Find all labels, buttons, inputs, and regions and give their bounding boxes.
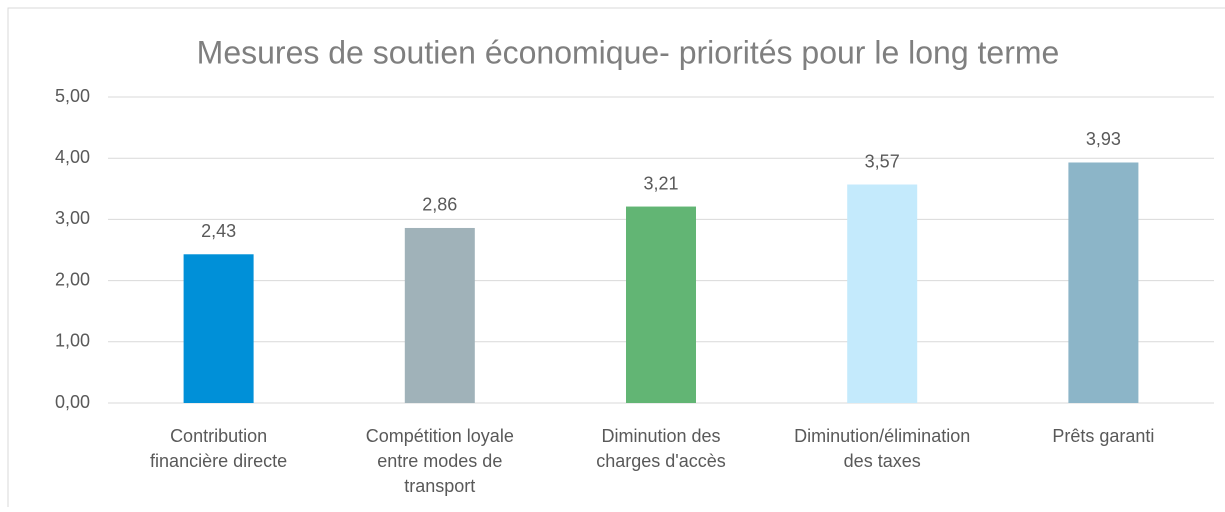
x-tick-label: Diminution des charges d'accès (596, 426, 726, 471)
x-tick-label: Contribution financière directe (150, 426, 287, 471)
bar (626, 206, 696, 403)
value-label: 2,43 (201, 221, 236, 241)
y-tick-label: 5,00 (55, 86, 90, 106)
bar (1068, 162, 1139, 403)
x-tick-label: Prêts garanti (1052, 426, 1154, 446)
y-tick-label: 2,00 (55, 269, 90, 289)
y-tick-label: 3,00 (55, 208, 90, 228)
chart-title: Mesures de soutien économique- priorités… (197, 34, 1060, 70)
value-label: 3,21 (643, 173, 678, 193)
x-tick-label: Compétition loyale entre modes de transpor… (366, 426, 514, 496)
value-label: 2,86 (422, 195, 457, 215)
y-tick-label: 4,00 (55, 147, 90, 167)
bar (847, 184, 918, 403)
value-label: 3,93 (1086, 129, 1121, 149)
value-label: 3,57 (865, 151, 900, 171)
bar (404, 227, 475, 403)
y-tick-label: 0,00 (55, 392, 90, 412)
bar (183, 254, 254, 403)
y-tick-label: 1,00 (55, 331, 90, 351)
x-tick-label: Diminution/élimination des taxes (794, 426, 970, 471)
